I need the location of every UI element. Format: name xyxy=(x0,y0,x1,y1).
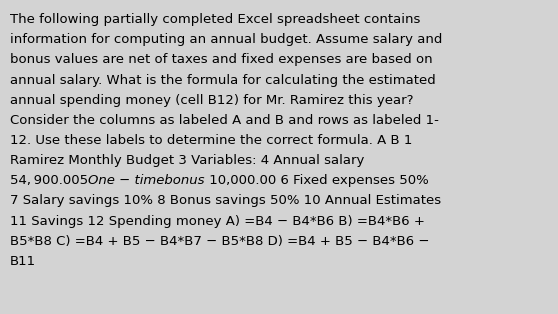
Text: annual salary. What is the formula for calculating the estimated: annual salary. What is the formula for c… xyxy=(10,73,436,87)
Text: The following partially completed Excel spreadsheet contains: The following partially completed Excel … xyxy=(10,13,420,26)
Text: 12. Use these labels to determine the correct formula. A B 1: 12. Use these labels to determine the co… xyxy=(10,134,412,147)
Text: B11: B11 xyxy=(10,255,36,268)
Text: 10,000.00 6 Fixed expenses 50%: 10,000.00 6 Fixed expenses 50% xyxy=(205,174,429,187)
Text: One − timebonus: One − timebonus xyxy=(88,174,205,187)
Text: 11 Savings 12 Spending money A) =B4 − B4*B6 B) =B4*B6 +: 11 Savings 12 Spending money A) =B4 − B4… xyxy=(10,214,425,228)
Text: Consider the columns as labeled A and B and rows as labeled 1-: Consider the columns as labeled A and B … xyxy=(10,114,439,127)
Text: Ramirez Monthly Budget 3 Variables: 4 Annual salary: Ramirez Monthly Budget 3 Variables: 4 An… xyxy=(10,154,364,167)
Text: information for computing an annual budget. Assume salary and: information for computing an annual budg… xyxy=(10,33,442,46)
Text: annual spending money (cell B12) for Mr. Ramirez this year?: annual spending money (cell B12) for Mr.… xyxy=(10,94,413,107)
Text: B5*B8 C) =B4 + B5 − B4*B7 − B5*B8 D) =B4 + B5 − B4*B6 −: B5*B8 C) =B4 + B5 − B4*B7 − B5*B8 D) =B4… xyxy=(10,235,430,248)
Text: 54, 900.005: 54, 900.005 xyxy=(10,174,88,187)
Text: bonus values are net of taxes and fixed expenses are based on: bonus values are net of taxes and fixed … xyxy=(10,53,432,67)
Text: 7 Salary savings 10% 8 Bonus savings 50% 10 Annual Estimates: 7 Salary savings 10% 8 Bonus savings 50%… xyxy=(10,194,441,208)
